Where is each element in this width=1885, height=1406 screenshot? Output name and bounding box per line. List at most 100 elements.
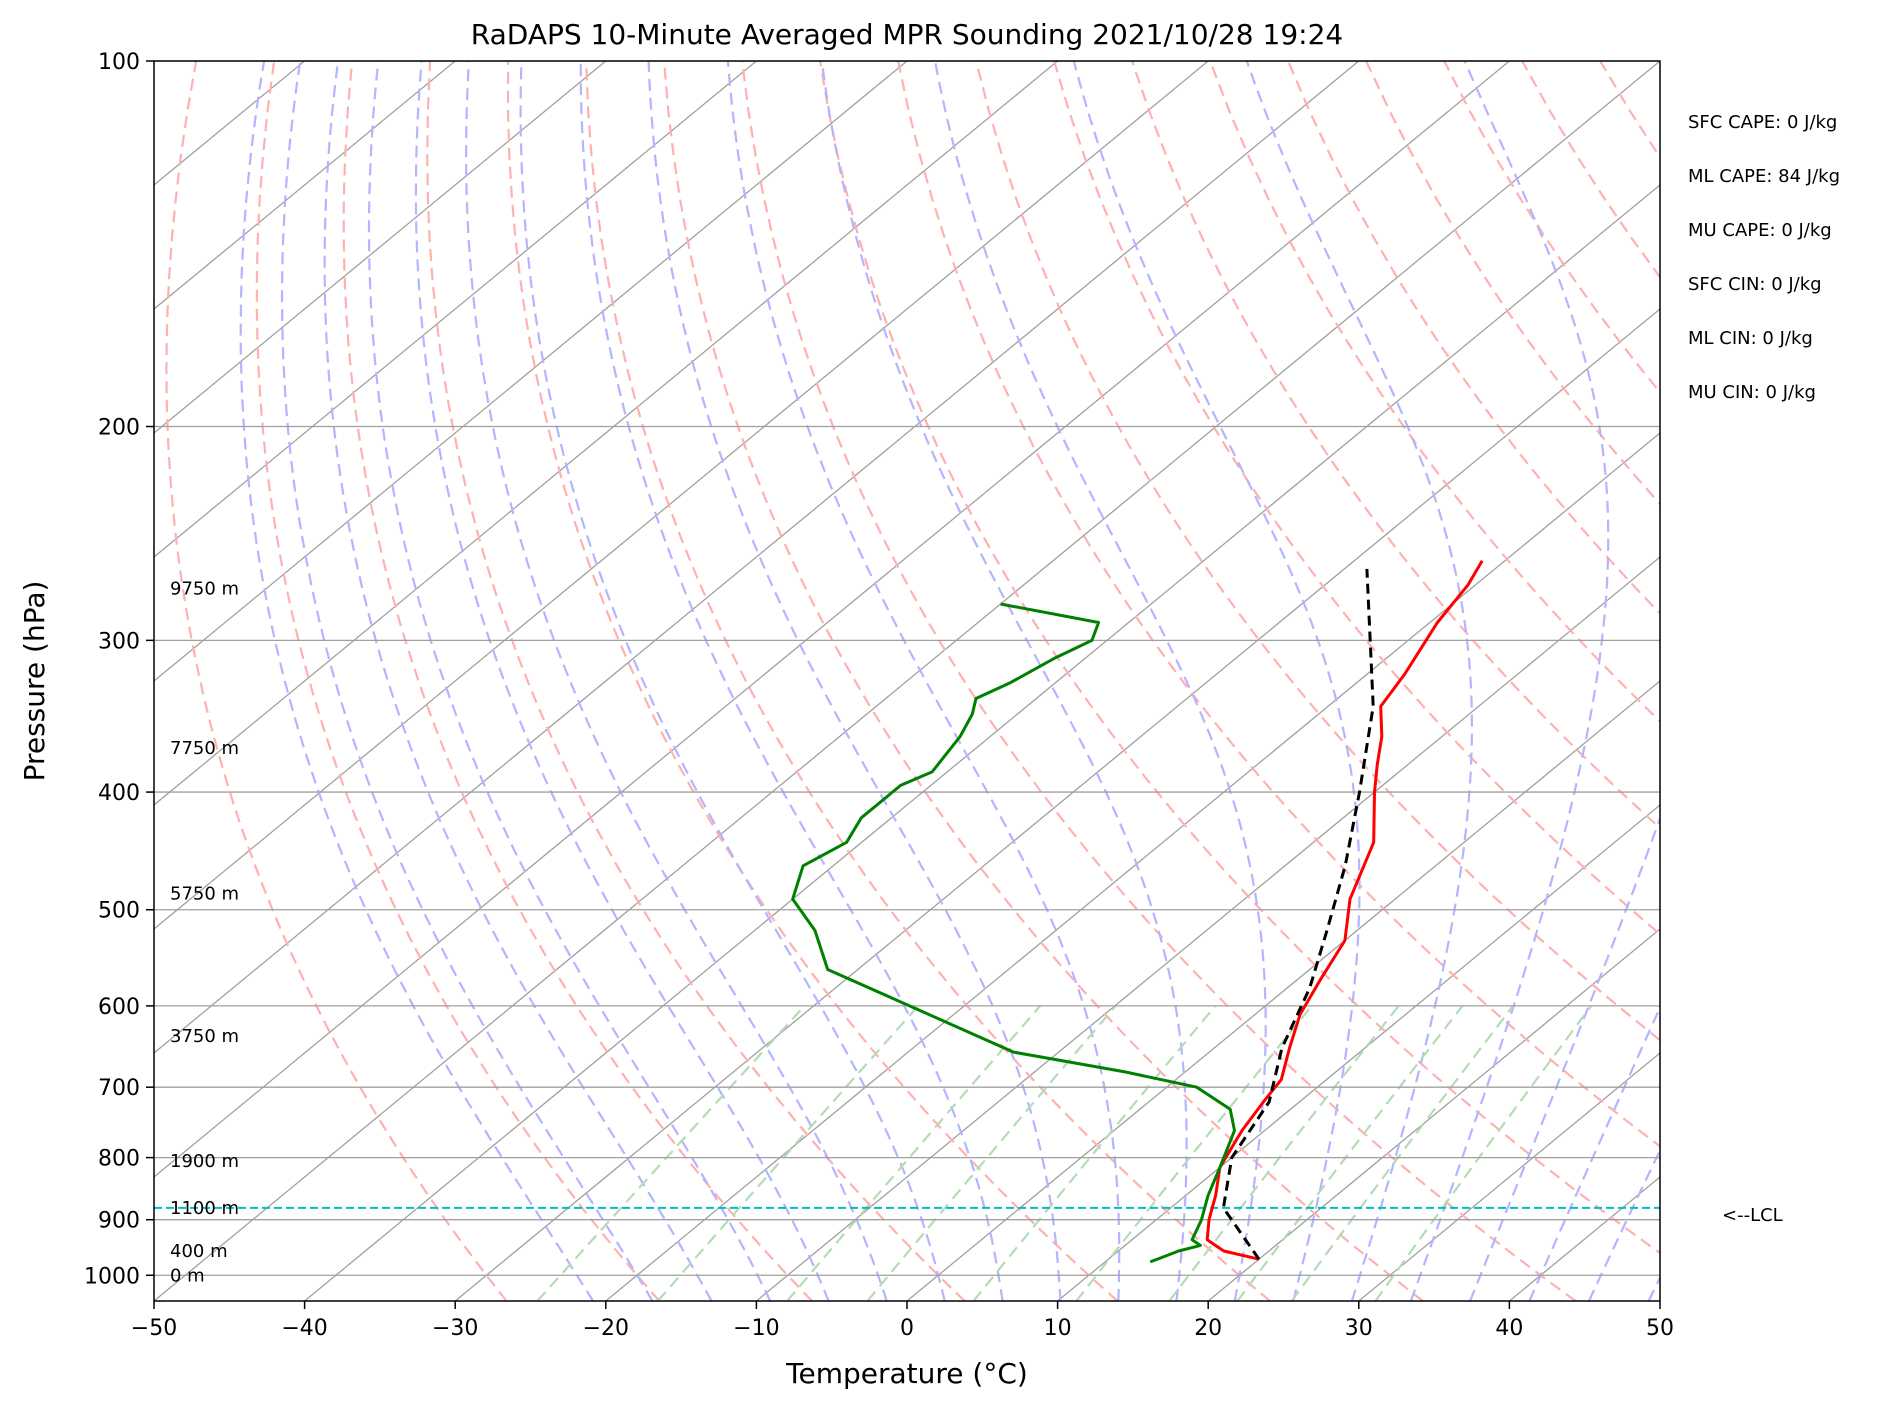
dry-adiabat bbox=[1756, 61, 1885, 1301]
height-label: 400 m bbox=[170, 1241, 228, 1262]
height-label: 7750 m bbox=[170, 738, 239, 759]
mixing-ratio-line bbox=[1290, 1005, 1514, 1301]
height-label: 0 m bbox=[170, 1265, 205, 1286]
stat-item: ML CIN: 0 J/kg bbox=[1688, 328, 1813, 349]
moist-adiabat bbox=[1528, 1004, 1660, 1301]
isotherm bbox=[1207, 928, 1660, 1301]
moist-adiabat bbox=[647, 61, 1062, 1301]
moist-adiabat bbox=[933, 61, 1267, 1301]
x-tick-label: 10 bbox=[1044, 1316, 1072, 1341]
dry-adiabat bbox=[1599, 61, 1660, 160]
y-tick-label: 200 bbox=[98, 416, 140, 441]
x-tick-label: −20 bbox=[583, 1316, 629, 1341]
y-tick-label: 800 bbox=[98, 1147, 140, 1172]
mixing-ratio-line bbox=[1075, 1005, 1313, 1301]
parcel-line bbox=[1221, 568, 1375, 1261]
mixing-ratio-line bbox=[1236, 1005, 1464, 1301]
height-label: 5750 m bbox=[170, 884, 239, 905]
isotherm bbox=[1811, 61, 1885, 1301]
isotherm bbox=[454, 308, 1660, 1301]
background-lines bbox=[154, 61, 1885, 1301]
x-tick-label: −30 bbox=[432, 1316, 478, 1341]
dry-adiabat bbox=[506, 61, 1119, 1301]
height-label: 1900 m bbox=[170, 1151, 239, 1172]
y-tick-label: 900 bbox=[98, 1209, 140, 1234]
isotherm bbox=[154, 61, 1660, 1301]
mixing-ratio-line bbox=[972, 1005, 1217, 1301]
isotherm bbox=[154, 61, 607, 434]
dewpoint-line bbox=[791, 602, 1236, 1264]
moist-adiabat bbox=[239, 61, 595, 1301]
y-tick-label: 500 bbox=[98, 899, 140, 924]
mixing-ratio-line bbox=[786, 1005, 1042, 1301]
height-label: 3750 m bbox=[170, 1026, 239, 1047]
isotherm bbox=[304, 184, 1660, 1301]
pressure-gridlines bbox=[154, 61, 1660, 1276]
x-tick-label: −10 bbox=[733, 1316, 779, 1341]
height-label: 1100 m bbox=[170, 1198, 239, 1219]
mixing-ratio-line bbox=[1374, 1005, 1593, 1301]
dry-adiabat bbox=[663, 61, 1424, 1301]
isotherm bbox=[154, 61, 1059, 806]
dry-adiabat bbox=[165, 61, 508, 1301]
stat-item: SFC CAPE: 0 J/kg bbox=[1688, 112, 1837, 133]
x-tick-label: 20 bbox=[1194, 1316, 1222, 1341]
stat-item: ML CAPE: 84 J/kg bbox=[1688, 166, 1840, 187]
moist-adiabat bbox=[1409, 61, 1610, 1301]
moist-adiabat bbox=[414, 61, 830, 1301]
moist-adiabat bbox=[280, 61, 654, 1301]
dry-adiabat bbox=[1287, 61, 1660, 615]
lcl-label: <--LCL bbox=[1722, 1205, 1783, 1226]
stat-item: SFC CIN: 0 J/kg bbox=[1688, 274, 1822, 295]
moist-adiabat bbox=[1245, 61, 1473, 1301]
moist-adiabat bbox=[464, 61, 888, 1301]
temperature-line bbox=[1205, 560, 1484, 1261]
y-tick-label: 100 bbox=[98, 50, 140, 75]
y-axis-ticks: 1000 900 800 700 600 500 400 300 200 100 bbox=[84, 50, 154, 1289]
stat-item: MU CIN: 0 J/kg bbox=[1688, 382, 1816, 403]
moist-adiabat bbox=[1072, 61, 1361, 1301]
mixing-ratio-line bbox=[536, 1005, 806, 1301]
moist-adiabat bbox=[323, 61, 713, 1301]
dry-adiabat bbox=[741, 61, 1577, 1301]
dry-adiabat bbox=[819, 61, 1660, 1255]
moist-adiabat bbox=[519, 61, 946, 1301]
isotherm bbox=[154, 61, 1209, 930]
dry-adiabat bbox=[426, 61, 966, 1301]
isotherm bbox=[755, 556, 1660, 1301]
moist-adiabat bbox=[1469, 815, 1660, 1301]
isotherm bbox=[154, 61, 456, 310]
stat-item: MU CAPE: 0 J/kg bbox=[1688, 220, 1832, 241]
mixing-ratio-line bbox=[866, 1005, 1117, 1301]
isotherm bbox=[154, 61, 1360, 1054]
isotherm bbox=[605, 432, 1660, 1301]
dry-adiabat bbox=[255, 61, 661, 1301]
dry-adiabat bbox=[897, 61, 1660, 1148]
moist-adiabat bbox=[726, 61, 1121, 1301]
dry-adiabat bbox=[1131, 61, 1660, 830]
isotherm bbox=[1659, 1300, 1660, 1301]
y-tick-label: 1000 bbox=[84, 1264, 140, 1289]
isotherm bbox=[906, 680, 1660, 1301]
x-tick-label: 30 bbox=[1345, 1316, 1373, 1341]
height-label: 9750 m bbox=[170, 579, 239, 600]
chart-title: RaDAPS 10-Minute Averaged MPR Sounding 2… bbox=[471, 18, 1343, 51]
x-tick-label: 0 bbox=[900, 1316, 914, 1341]
isotherm bbox=[154, 61, 1510, 1178]
y-tick-label: 300 bbox=[98, 629, 140, 654]
height-labels: 0 m 400 m 1100 m 1900 m 3750 m 5750 m 7750 m 97… bbox=[170, 579, 239, 1287]
dry-adiabat bbox=[1365, 61, 1660, 506]
dry-adiabat bbox=[1521, 61, 1660, 279]
dry-adiabat bbox=[1209, 61, 1660, 723]
moist-adiabat bbox=[1647, 1275, 1660, 1301]
y-axis-label: Pressure (hPa) bbox=[18, 581, 51, 782]
x-axis-ticks: −50 −40 −30 −20 −10 0 10 20 30 40 50 bbox=[131, 1301, 1674, 1341]
series-layer bbox=[154, 560, 1660, 1264]
x-axis-label: Temperature (°C) bbox=[785, 1357, 1028, 1390]
y-tick-label: 400 bbox=[98, 781, 140, 806]
moist-adiabat bbox=[579, 61, 1004, 1301]
isotherm bbox=[1358, 1052, 1660, 1301]
y-tick-label: 700 bbox=[98, 1076, 140, 1101]
dry-adiabat bbox=[1678, 61, 1885, 1301]
